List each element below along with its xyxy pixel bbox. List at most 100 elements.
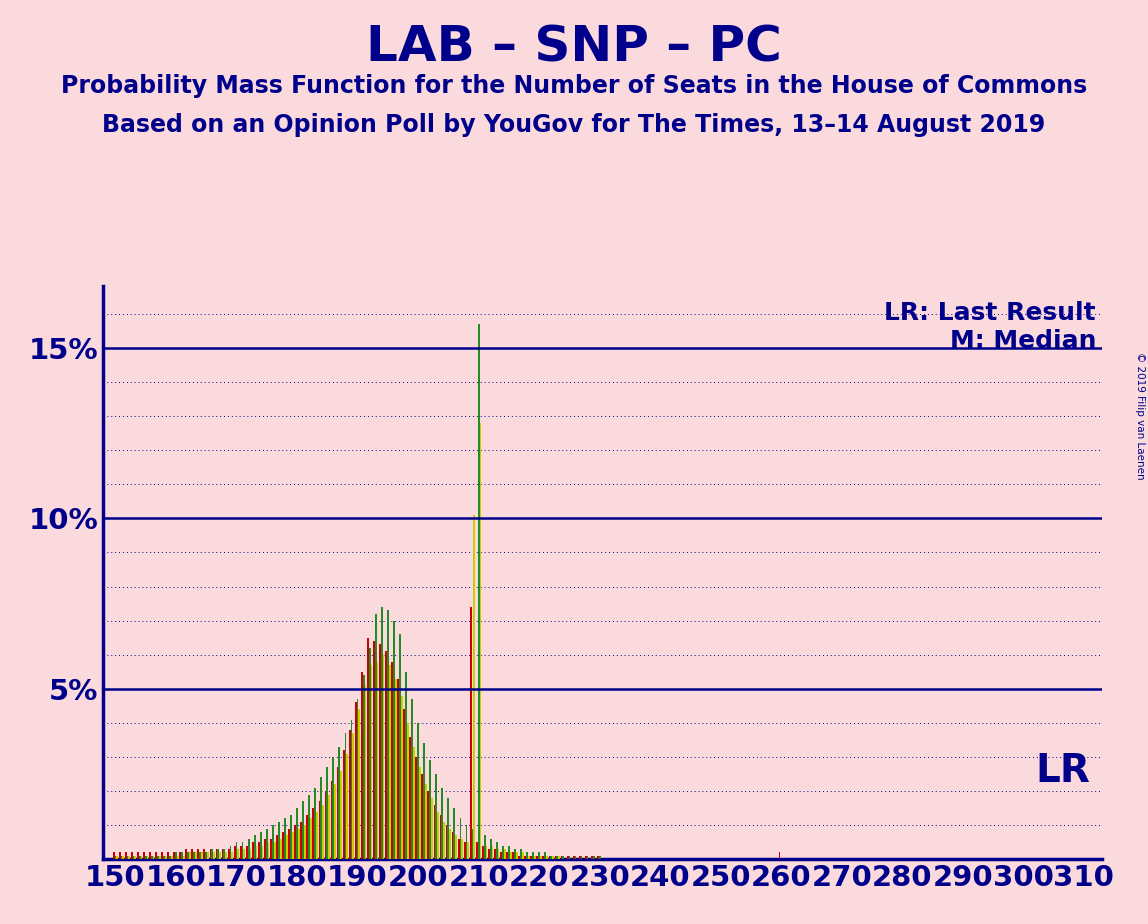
Bar [405,672,406,859]
Bar [171,856,172,859]
Bar [286,835,288,859]
Bar [377,662,379,859]
Bar [259,832,262,859]
Bar [445,825,448,859]
Bar [144,853,145,859]
Bar [185,849,187,859]
Bar [451,832,453,859]
Bar [549,856,550,859]
Bar [264,839,266,859]
Bar [304,825,305,859]
Bar [560,856,563,859]
Bar [224,849,225,859]
Text: Based on an Opinion Poll by YouGov for The Times, 13–14 August 2019: Based on an Opinion Poll by YouGov for T… [102,113,1046,137]
Bar [387,611,389,859]
Bar [507,845,510,859]
Bar [512,853,514,859]
Bar [334,784,336,859]
Bar [778,853,781,859]
Bar [266,829,267,859]
Bar [318,801,320,859]
Bar [568,856,571,859]
Bar [246,845,248,859]
Bar [121,856,123,859]
Bar [316,811,318,859]
Bar [326,767,328,859]
Bar [373,641,374,859]
Text: LR: LR [1035,751,1089,790]
Bar [480,423,481,859]
Bar [490,839,491,859]
Bar [131,853,133,859]
Bar [563,856,565,859]
Bar [352,733,355,859]
Bar [320,777,323,859]
Bar [546,856,548,859]
Bar [501,853,502,859]
Bar [443,821,445,859]
Bar [325,791,326,859]
Bar [498,849,499,859]
Bar [219,853,222,859]
Bar [458,839,459,859]
Bar [163,856,165,859]
Bar [217,849,219,859]
Bar [254,835,256,859]
Bar [216,849,217,859]
Bar [308,795,310,859]
Bar [288,829,290,859]
Bar [369,648,371,859]
Bar [205,853,207,859]
Bar [277,835,278,859]
Bar [374,614,377,859]
Bar [307,815,308,859]
Bar [347,754,348,859]
Text: LAB – SNP – PC: LAB – SNP – PC [366,23,782,71]
Bar [528,856,529,859]
Bar [476,843,478,859]
Bar [526,853,528,859]
Bar [416,757,417,859]
Bar [230,845,232,859]
Bar [488,849,490,859]
Bar [267,843,270,859]
Bar [510,853,512,859]
Bar [134,856,137,859]
Bar [292,832,294,859]
Bar [241,843,243,859]
Bar [200,853,201,859]
Bar [284,819,286,859]
Bar [280,839,281,859]
Text: © 2019 Filip van Laenen: © 2019 Filip van Laenen [1135,352,1145,480]
Bar [290,815,292,859]
Bar [597,856,599,859]
Text: LR: Last Result: LR: Last Result [884,301,1096,324]
Bar [435,774,437,859]
Bar [363,675,365,859]
Bar [145,856,147,859]
Bar [125,853,126,859]
Bar [310,819,312,859]
Bar [201,853,203,859]
Bar [158,856,161,859]
Bar [441,787,443,859]
Bar [210,849,211,859]
Bar [425,784,427,859]
Bar [294,825,296,859]
Bar [393,621,395,859]
Bar [417,723,419,859]
Bar [177,856,179,859]
Bar [581,856,582,859]
Bar [472,829,473,859]
Bar [400,634,401,859]
Bar [197,849,200,859]
Bar [591,856,592,859]
Bar [360,672,363,859]
Bar [434,805,435,859]
Bar [258,843,259,859]
Bar [126,856,129,859]
Bar [270,839,272,859]
Bar [557,856,558,859]
Bar [181,853,183,859]
Bar [211,849,214,859]
